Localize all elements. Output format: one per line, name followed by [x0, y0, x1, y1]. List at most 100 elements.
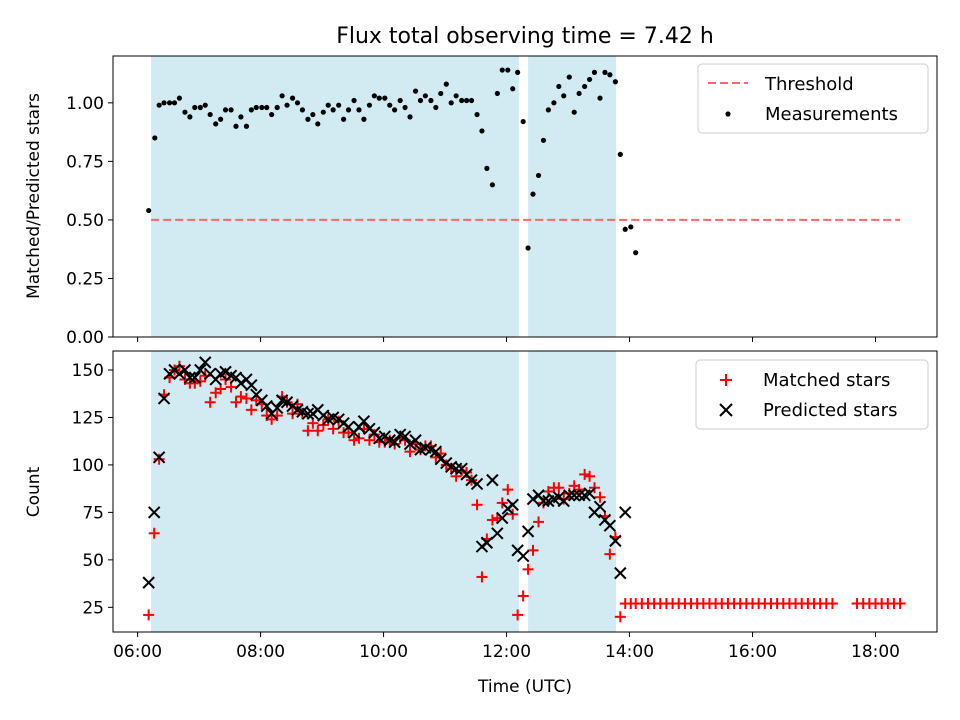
predicted-star-point — [429, 445, 443, 458]
x-tick-label: 14:00 — [605, 642, 654, 662]
matched-star-point — [302, 425, 314, 437]
matched-star-point — [604, 548, 616, 560]
matched-star-point — [594, 491, 606, 503]
predicted-star-point — [194, 363, 207, 377]
predicted-star-point — [480, 536, 494, 549]
matched-star-point — [894, 598, 906, 610]
measurement-point — [294, 100, 301, 106]
ratio-y-axis-label: Matched/Predicted stars — [24, 93, 44, 299]
predicted-star-point — [280, 396, 294, 409]
measurement-point — [187, 114, 193, 120]
matched-star-point — [266, 413, 278, 425]
predicted-star-point — [619, 506, 632, 519]
ratio-legend: Threshold Measurements — [697, 63, 929, 134]
measurement-point — [551, 100, 557, 106]
matched-star-point — [348, 434, 360, 446]
predicted-star-point — [301, 407, 315, 420]
predicted-star-point — [521, 525, 535, 538]
measurement-point — [412, 88, 419, 94]
measurement-point — [279, 93, 285, 99]
measurement-point — [628, 224, 634, 230]
predicted-star-point — [142, 576, 155, 589]
matched-star-point — [553, 482, 565, 494]
measurement-point — [387, 102, 393, 108]
measurement-point — [228, 107, 234, 113]
x-tick-label: 16:00 — [728, 642, 777, 662]
measurement-point — [576, 90, 582, 97]
measurement-point — [238, 114, 244, 120]
measurement-point — [505, 67, 511, 73]
measurement-point — [602, 69, 608, 75]
predicted-star-point — [388, 435, 401, 449]
y-tick-label: 0.50 — [66, 211, 104, 231]
measurement-point — [489, 182, 496, 188]
measurement-point — [274, 104, 280, 111]
measurement-point — [305, 116, 311, 122]
predicted-star-point — [183, 371, 197, 384]
predicted-star-point — [449, 462, 463, 475]
matched-star-point — [579, 468, 591, 480]
matched-star-point — [194, 375, 206, 387]
count-legend-box — [695, 359, 929, 430]
measurement-point — [325, 102, 331, 108]
matched-star-point — [512, 609, 524, 621]
measurement-point — [161, 100, 167, 106]
count-panel: 25 50 75 100 125 150 06:00 08:00 10:00 12:00 14:0… — [24, 350, 938, 697]
measurement-point — [443, 81, 449, 87]
measurement-point — [407, 114, 413, 120]
y-tick-label: 100 — [72, 456, 104, 476]
measurement-point — [617, 151, 623, 157]
chart-title: Flux total observing time = 7.42 h — [336, 24, 714, 49]
matched-star-point — [614, 611, 626, 623]
ratio-x-ticks — [137, 337, 877, 342]
x-tick-label: 10:00 — [359, 642, 408, 662]
matched-star-point — [826, 598, 838, 610]
count-y-axis-label: Count — [24, 466, 44, 517]
measurement-point — [259, 104, 265, 111]
x-axis-label: Time (UTC) — [477, 677, 572, 697]
matched-star-point — [148, 527, 160, 539]
measurement-point — [356, 107, 362, 113]
x-tick-label: 18:00 — [851, 642, 900, 662]
y-tick-label: 0.00 — [66, 328, 104, 348]
matched-star-point — [502, 484, 514, 496]
measurement-point — [146, 207, 152, 214]
matched-star-point — [522, 563, 534, 575]
measurement-point — [586, 76, 593, 83]
predicted-star-point — [603, 519, 617, 532]
measurement-point — [176, 95, 183, 101]
measurement-point — [571, 109, 577, 115]
measurement-point — [366, 102, 373, 108]
measurement-point — [264, 104, 270, 111]
measurement-point — [192, 104, 198, 111]
measurement-point — [351, 97, 357, 104]
y-tick-label: 0.75 — [66, 152, 104, 172]
measurement-point — [243, 123, 250, 129]
measurement-point — [612, 79, 618, 85]
legend-measurements-swatch — [725, 111, 731, 117]
count-axes-frame — [112, 350, 938, 633]
predicted-star-point — [491, 527, 504, 540]
measurement-point — [166, 100, 173, 106]
measurement-point — [222, 107, 229, 113]
measurement-point — [345, 107, 352, 113]
matched-star-point — [533, 516, 545, 528]
matched-star-point — [496, 497, 508, 509]
predicted-star-point — [157, 392, 171, 405]
measurement-point — [417, 97, 424, 104]
measurement-point — [371, 93, 377, 99]
predicted-star-point — [465, 473, 478, 487]
predicted-star-point — [614, 566, 627, 580]
measurement-point — [382, 95, 388, 101]
measurement-point — [376, 95, 382, 101]
predicted-star-point — [516, 549, 530, 563]
predicted-star-point — [245, 378, 258, 392]
measurement-point — [340, 116, 347, 122]
shaded-interval-1 — [528, 56, 617, 337]
y-tick-label: 50 — [82, 551, 104, 571]
measurement-point — [213, 121, 219, 127]
measurement-point — [530, 191, 536, 197]
measurement-point — [361, 116, 367, 122]
matched-star-point — [471, 499, 483, 511]
